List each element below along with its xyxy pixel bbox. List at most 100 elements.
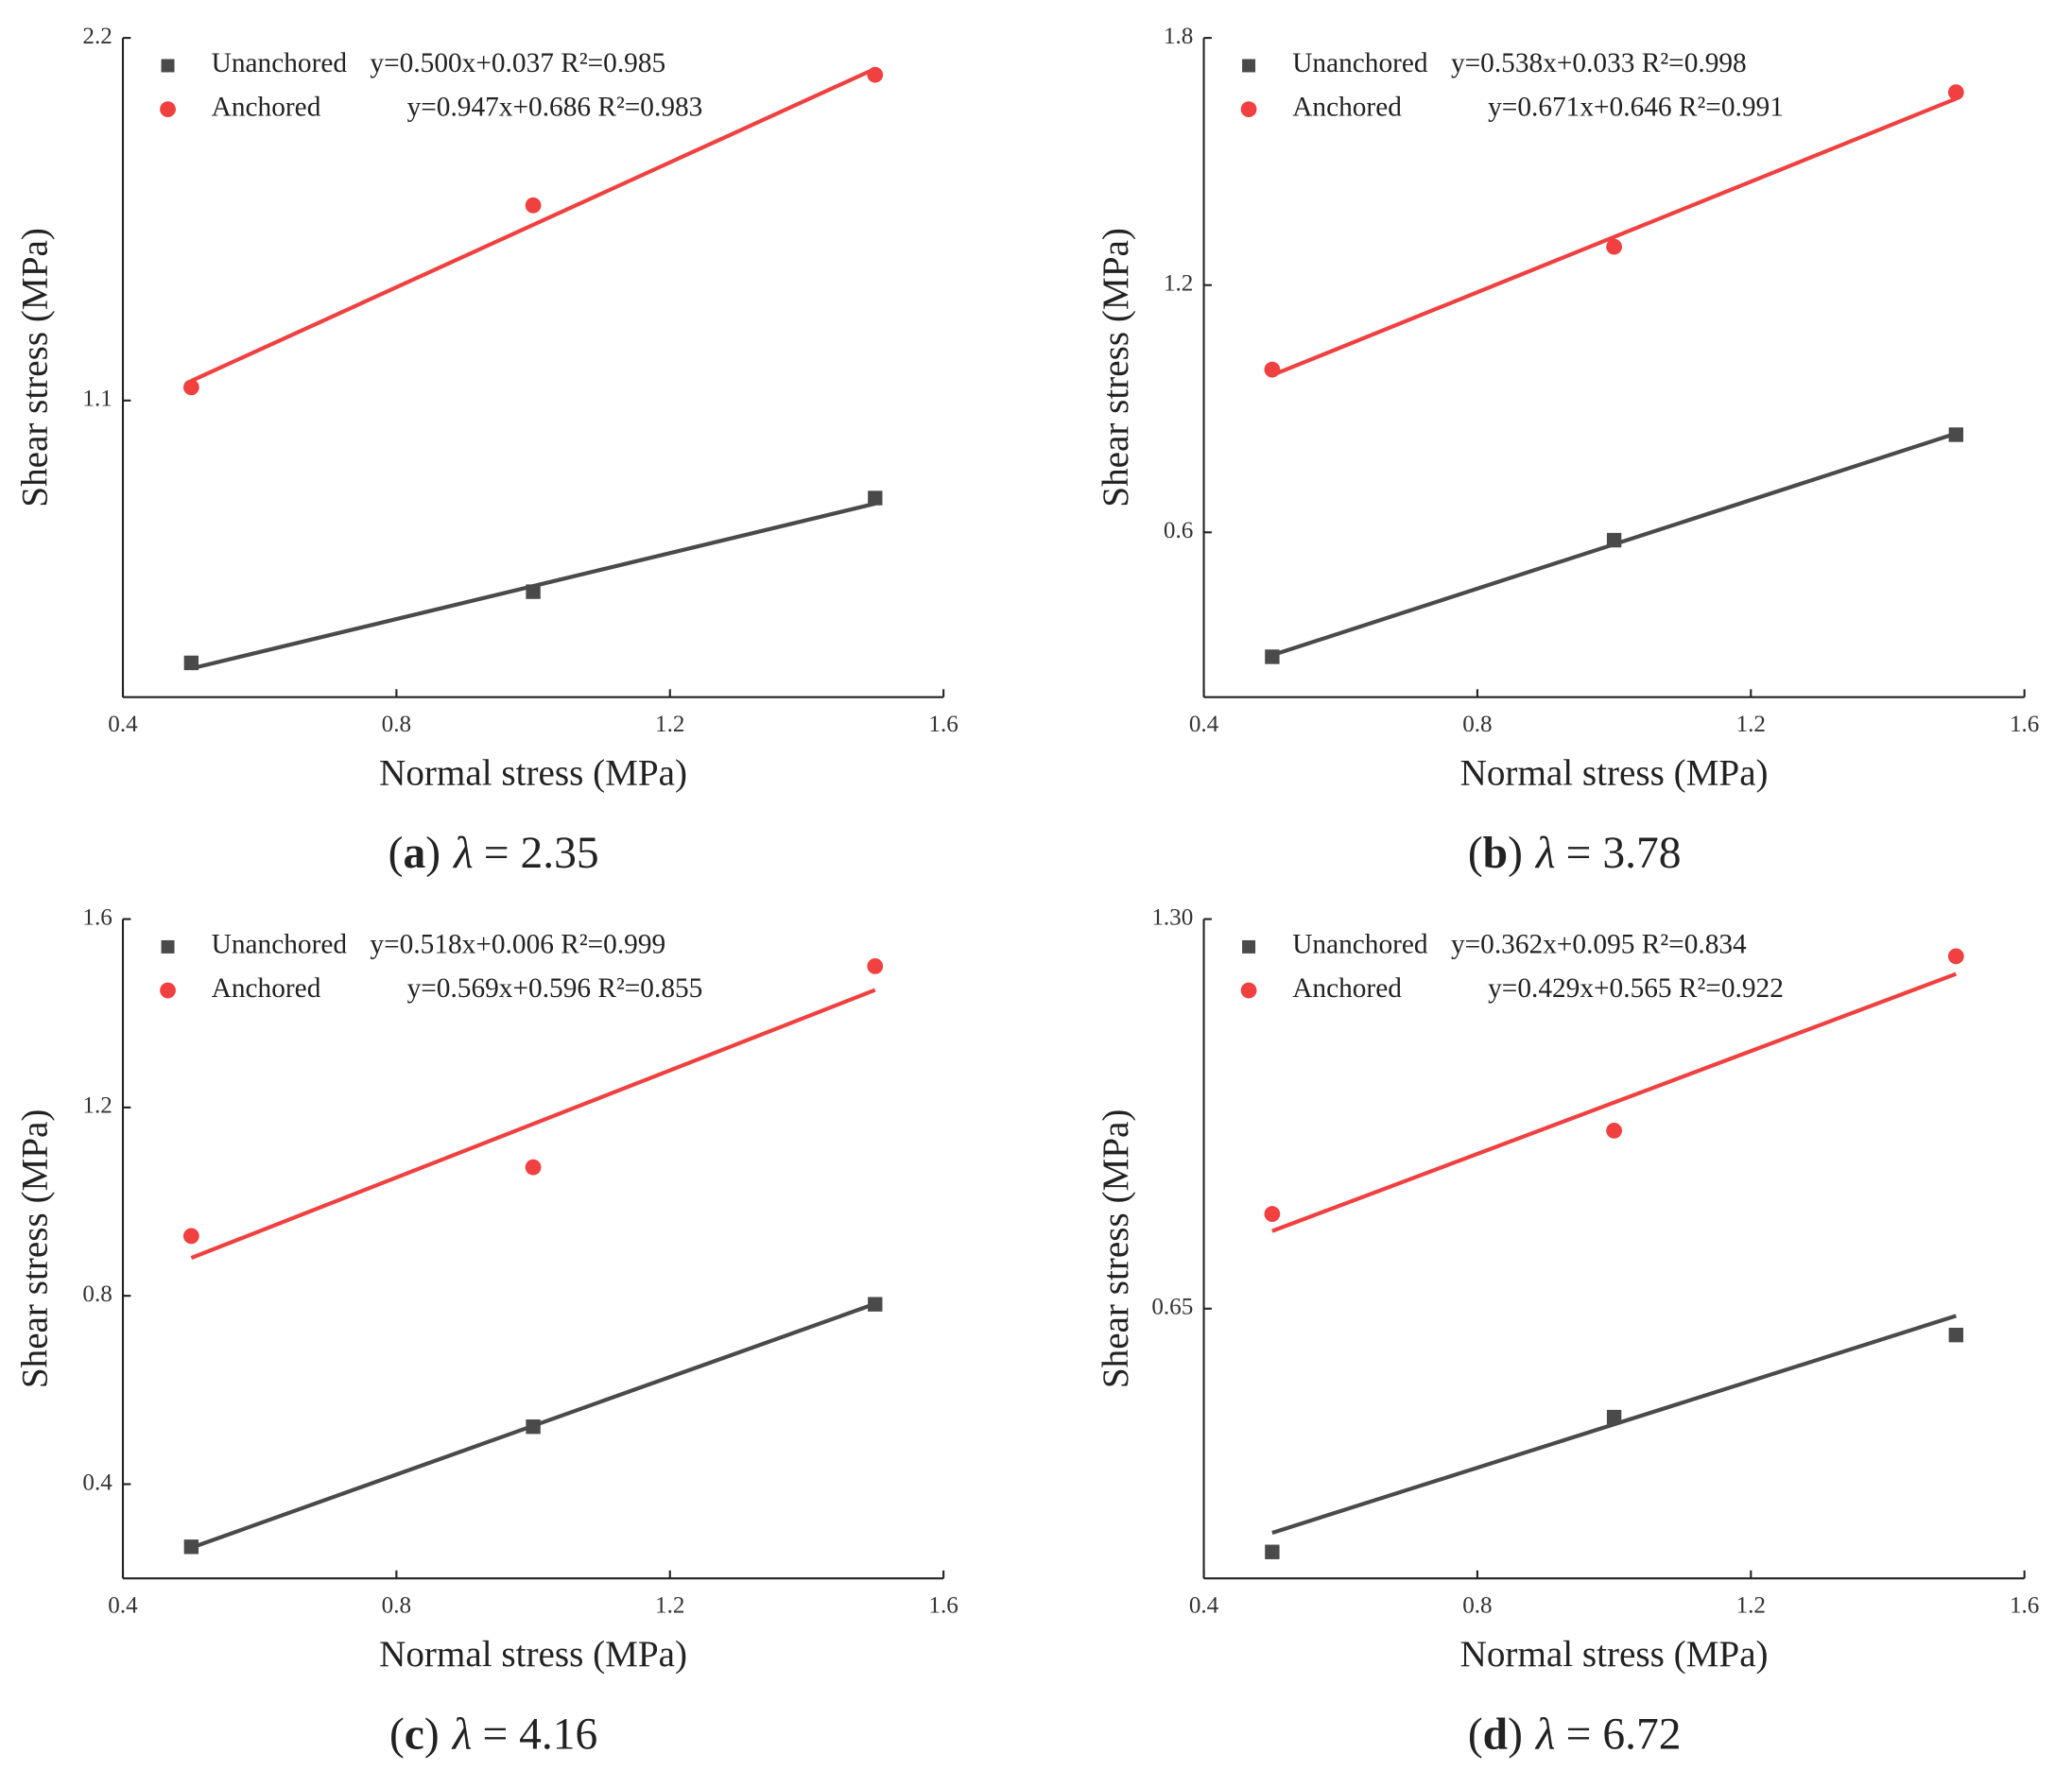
marker: [867, 66, 884, 83]
caption-part: c: [405, 1710, 424, 1759]
x-tick-label: 0.4: [1189, 712, 1219, 737]
caption-part: (: [1468, 829, 1483, 878]
marker: [1947, 84, 1964, 101]
legend-marker: [1240, 101, 1257, 117]
legend-fit: y=0.518x+0.006 R²=0.999: [370, 930, 665, 960]
x-tick-label: 0.4: [1189, 1593, 1219, 1619]
fit-line: [1271, 96, 1958, 377]
y-tick-label: 1.6: [82, 904, 112, 930]
y-tick-label: 1.2: [1164, 270, 1193, 296]
marker: [1948, 1327, 1964, 1343]
x-axis-label: Normal stress (MPa): [1460, 1634, 1769, 1675]
legend-fit: y=0.947x+0.686 R²=0.983: [407, 92, 703, 122]
y-tick-label: 1.30: [1151, 904, 1193, 930]
legend-name: Anchored: [212, 973, 321, 1004]
x-tick-label: 1.6: [928, 1593, 958, 1619]
caption-part: = 4.16: [482, 1710, 597, 1759]
legend-name: Unanchored: [212, 930, 348, 960]
legend-name: Unanchored: [1292, 48, 1428, 78]
marker: [182, 379, 199, 396]
x-tick-label: 0.4: [108, 712, 138, 737]
y-tick-label: 1.1: [82, 387, 112, 412]
x-tick-label: 1.2: [655, 712, 684, 737]
caption: (c) λ = 4.16: [389, 1710, 597, 1759]
marker: [1948, 427, 1964, 442]
fit-line: [1271, 971, 1958, 1233]
legend-fit: y=0.429x+0.565 R²=0.922: [1488, 973, 1784, 1004]
caption: (b) λ = 3.78: [1468, 829, 1682, 878]
y-axis-label: Shear stress (MPa): [1096, 1109, 1136, 1389]
y-axis-label: Shear stress (MPa): [15, 228, 56, 507]
caption-part: λ: [1534, 829, 1556, 878]
legend-name: Anchored: [1292, 973, 1402, 1004]
marker: [1264, 361, 1281, 378]
marker: [1265, 1544, 1280, 1559]
caption-part: a: [403, 829, 425, 878]
legend-fit: y=0.500x+0.037 R²=0.985: [370, 48, 665, 78]
marker: [183, 1539, 199, 1555]
legend-name: Unanchored: [1292, 930, 1428, 960]
caption-part: λ: [1534, 1710, 1556, 1759]
caption-part: = 2.35: [484, 829, 599, 878]
legend-marker: [161, 59, 175, 73]
caption-part: = 6.72: [1566, 1710, 1682, 1759]
x-tick-label: 1.2: [655, 1593, 684, 1619]
marker: [526, 584, 541, 599]
caption-part: = 3.78: [1566, 829, 1682, 878]
x-tick-label: 0.4: [108, 1593, 138, 1619]
x-tick-label: 0.8: [1462, 712, 1492, 737]
legend-fit: y=0.569x+0.596 R²=0.855: [407, 973, 703, 1004]
legend-marker: [161, 939, 175, 954]
marker: [183, 655, 199, 671]
caption-part: ): [1508, 829, 1523, 878]
fit-line: [190, 66, 876, 383]
marker: [867, 958, 884, 974]
marker: [526, 1419, 541, 1435]
x-tick-label: 1.6: [2010, 712, 2039, 737]
legend-name: Anchored: [1292, 92, 1402, 122]
marker: [868, 490, 883, 506]
y-axis-label: Shear stress (MPa): [1096, 228, 1136, 507]
caption-part: (: [389, 1710, 405, 1759]
legend-fit: y=0.671x+0.646 R²=0.991: [1488, 92, 1784, 122]
x-tick-label: 1.6: [928, 712, 958, 737]
legend-marker: [160, 982, 176, 999]
x-tick-label: 0.8: [382, 1593, 411, 1619]
fit-line: [190, 988, 876, 1261]
y-tick-label: 0.6: [1164, 518, 1193, 543]
marker: [1264, 1206, 1281, 1222]
x-tick-label: 0.8: [382, 712, 411, 737]
x-tick-label: 1.6: [2010, 1593, 2039, 1619]
legend-marker: [1242, 939, 1256, 954]
y-tick-label: 1.8: [1164, 24, 1193, 49]
caption-part: ): [1508, 1710, 1523, 1759]
y-tick-label: 1.2: [82, 1093, 112, 1119]
marker: [1606, 238, 1622, 255]
x-axis-label: Normal stress (MPa): [379, 753, 687, 794]
legend-marker: [1242, 59, 1256, 73]
caption: (d) λ = 6.72: [1468, 1710, 1682, 1759]
legend-fit: y=0.362x+0.095 R²=0.834: [1451, 930, 1747, 960]
x-axis-label: Normal stress (MPa): [1460, 753, 1769, 794]
marker: [1606, 1123, 1622, 1139]
marker: [868, 1297, 883, 1312]
caption-part: ): [424, 1710, 440, 1759]
x-tick-label: 1.2: [1736, 712, 1766, 737]
caption-part: (: [388, 829, 404, 878]
caption-part: (: [1468, 1710, 1483, 1759]
marker: [525, 197, 542, 214]
caption: (a) λ = 2.35: [388, 829, 599, 878]
y-tick-label: 0.8: [82, 1281, 112, 1307]
marker: [1947, 948, 1964, 965]
legend-name: Anchored: [212, 92, 321, 122]
y-tick-label: 2.2: [82, 24, 112, 49]
caption-part: λ: [452, 829, 474, 878]
marker: [1265, 649, 1280, 664]
y-tick-label: 0.4: [82, 1470, 112, 1495]
marker: [182, 1228, 199, 1245]
legend-marker: [160, 101, 176, 117]
caption-part: d: [1483, 1710, 1508, 1759]
x-tick-label: 0.8: [1462, 1593, 1492, 1619]
legend-fit: y=0.538x+0.033 R²=0.998: [1451, 48, 1747, 78]
